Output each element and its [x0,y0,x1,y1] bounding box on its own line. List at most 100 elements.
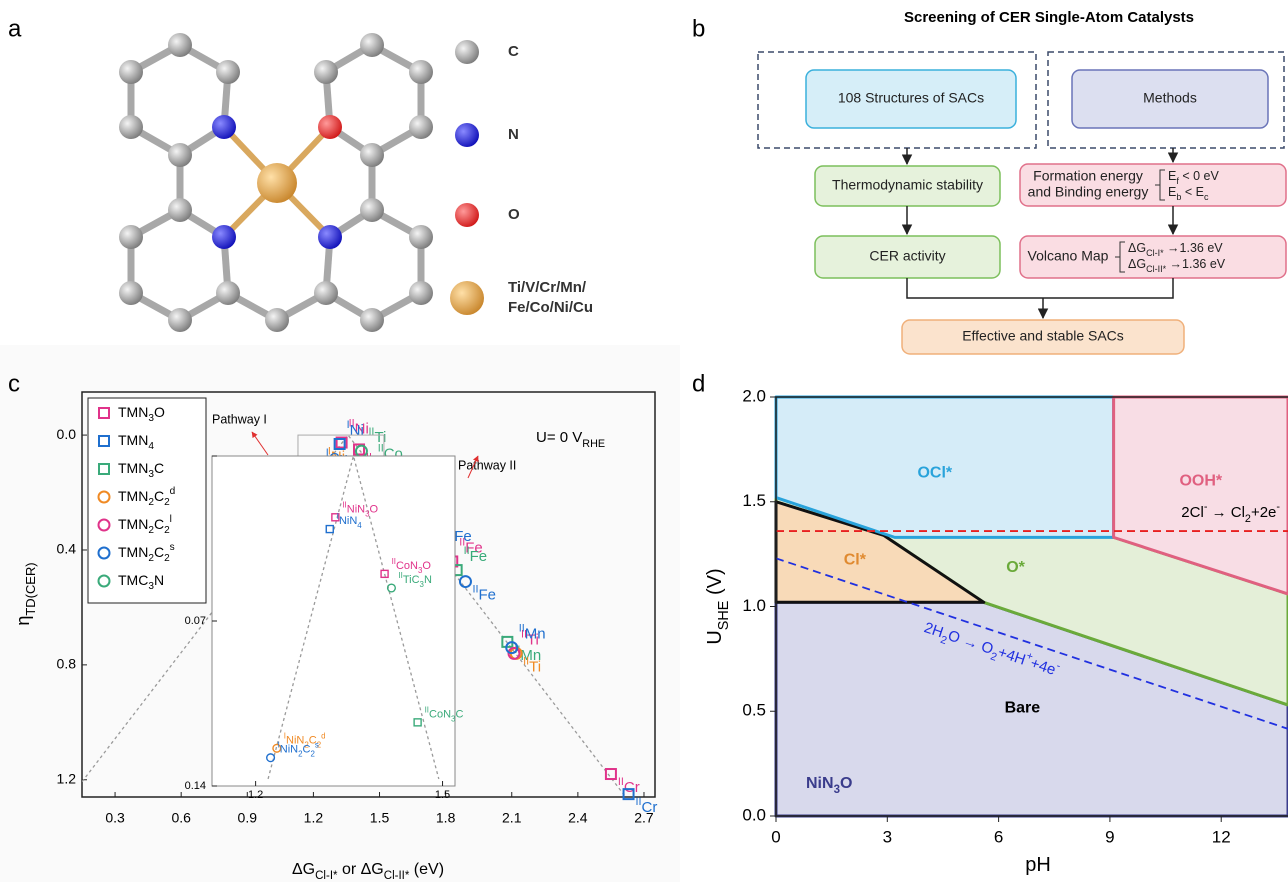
text-run: ΔG [1128,257,1146,271]
text-run: C [455,708,463,720]
carbon-atom [265,308,289,332]
legend-label: C [508,43,519,60]
legend-atom [455,123,479,147]
text-run: η [13,616,33,626]
y-tick-label: 0.8 [57,656,77,672]
text-run: NiN [806,775,834,792]
text-run: N [424,574,432,586]
carbon-atom [314,281,338,305]
text-run: C [154,460,164,476]
region-label: Bare [1005,700,1041,717]
text-run: RHE [582,438,605,450]
flow-text: Effective and stable SACs [962,328,1124,344]
nitrogen-atom [318,225,342,249]
carbon-atom [119,60,143,84]
nitrogen-atom [212,225,236,249]
annotation: Pathway I [212,412,267,426]
region-label: OCl* [917,464,952,481]
y-tick-label: 0.14 [185,780,206,792]
text-run: →1.36 eV [1166,257,1226,271]
text-run: Cl-I* [315,870,338,882]
text-run: 4 [357,521,362,530]
text-run: ΔG [1128,241,1146,255]
y-tick-label: 0.5 [742,701,766,720]
x-tick-label: 1.8 [436,810,456,826]
x-tick-label: 1.2 [304,810,324,826]
x-tick-label: 9 [1105,827,1114,846]
text-run: O [154,404,165,420]
text-run: E [1168,169,1176,183]
legend-atom [455,40,479,64]
text-run: l [170,514,172,525]
text-run: Cl-I* [1146,248,1164,258]
y-tick-label: 1.5 [742,491,766,510]
carbon-atom [360,33,384,57]
text-run: Ti [374,429,386,446]
x-tick-label: 6 [994,827,1003,846]
text-run: c [1204,192,1209,202]
text-run: - [1276,501,1280,513]
carbon-atom [216,60,240,84]
text-run: or ΔG [338,861,384,878]
text-run: Mn [525,626,546,643]
x-tick-label: 3 [883,827,892,846]
text-run: Cr [642,799,658,816]
x-tick-label: 0.9 [238,810,258,826]
text-run: NiN [347,503,365,515]
text-run: < 0 eV [1179,169,1220,183]
text-run: C [154,516,164,532]
carbon-atom [168,143,192,167]
carbon-atom [360,143,384,167]
y-tick-label: 0.07 [185,615,206,627]
x-tick-label: 1.5 [435,789,450,801]
carbon-atom [360,308,384,332]
y-tick-label: 0.0 [57,426,77,442]
panel-label: d [692,370,705,397]
text-run: ΔG [292,861,315,878]
flow-text: Methods [1143,90,1197,106]
text-run: NiN [339,515,357,527]
text-run: O [422,560,431,572]
text-run: C [154,544,164,560]
metal-atom [257,163,297,203]
x-tick-label: 12 [1212,827,1231,846]
panel-label: c [8,370,20,397]
region-label: Cl* [844,552,867,569]
y-tick-label: 0.4 [57,541,77,557]
text-run: TMN [118,404,148,420]
text-run: E [1168,185,1176,199]
text-run: d [170,486,176,497]
text-run: s [170,542,175,553]
text-run: TMN [118,516,148,532]
text-run: N [154,572,164,588]
text-run: 2 [310,749,314,758]
legend-label: O [508,206,520,223]
text-run: C [303,744,311,756]
text-run: 4 [148,441,154,452]
carbon-atom [119,281,143,305]
region-label: O* [1006,559,1025,576]
x-tick-label: 2.4 [568,810,588,826]
text-run: 2 [164,525,170,536]
text-run: TMN [118,544,148,560]
text-run: Fe [454,528,472,545]
y-tick-label: 1.0 [742,596,766,615]
text-run: < E [1181,185,1204,199]
flow-text: and Binding energy [1028,184,1149,200]
connector [907,278,1173,298]
text-run: C [154,488,164,504]
carbon-atom [216,281,240,305]
text-run: O [840,775,852,792]
x-tick-label: 0.3 [105,810,125,826]
text-run: 2 [164,497,170,508]
text-run: TMN [118,460,148,476]
x-tick-label: 1.2 [248,789,263,801]
flowchart-title: Screening of CER Single-Atom Catalysts [904,9,1194,26]
carbon-atom [409,225,433,249]
flow-text: Thermodynamic stability [832,177,983,193]
x-tick-label: 2.1 [502,810,522,826]
text-run: → Cl [1207,504,1245,521]
text-run: s [315,740,319,749]
inset-frame [212,456,455,786]
legend-atom [455,203,479,227]
